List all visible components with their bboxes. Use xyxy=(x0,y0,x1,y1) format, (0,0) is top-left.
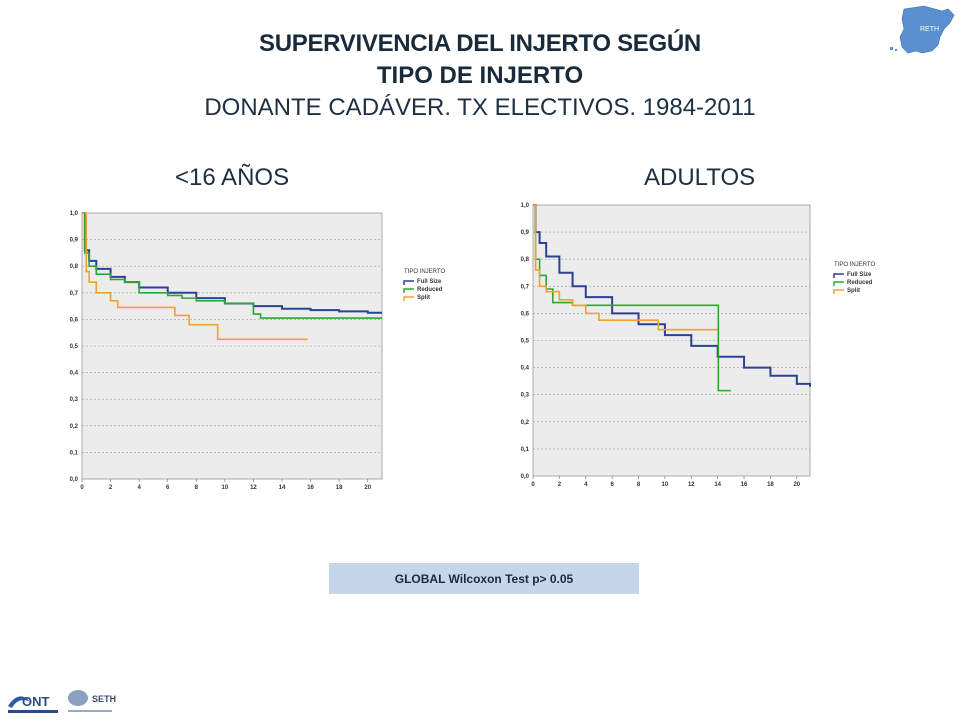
y-tick-label: 0,3 xyxy=(70,397,79,403)
x-tick-label: 18 xyxy=(336,485,343,491)
x-tick-label: 2 xyxy=(109,485,113,491)
legend-swatch xyxy=(833,273,844,278)
x-tick-label: 20 xyxy=(793,482,800,488)
x-tick-label: 10 xyxy=(222,485,229,491)
plot-area xyxy=(532,204,811,477)
survival-curve-full-size xyxy=(533,204,811,387)
slide-title-line3: DONANTE CADÁVER. TX ELECTIVOS. 1984-2011 xyxy=(204,94,756,121)
y-tick-label: 0,5 xyxy=(521,339,530,345)
chart-pediatric: 0,0 0,1 0,2 0,3 0,4 0,5 0,6 0,7 0,8 0,9 1,0 0 2 4 6 8 10… xyxy=(70,211,446,491)
y-tick-label: 0,7 xyxy=(70,291,79,297)
x-tick-label: 16 xyxy=(741,482,748,488)
x-tick-label: 12 xyxy=(250,485,257,491)
y-tick-label: 0,3 xyxy=(521,393,530,399)
legend-label: Split xyxy=(847,288,860,294)
subtitle-pediatric: <16 AÑOS xyxy=(175,164,290,191)
survival-curve-full-size xyxy=(82,212,382,314)
legend-swatch xyxy=(403,296,414,301)
x-tick-label: 14 xyxy=(279,485,286,491)
y-tick-label: 0,8 xyxy=(521,257,530,263)
slide-title-line2: TIPO DE INJERTO xyxy=(376,62,584,89)
subtitle-adults: ADULTOS xyxy=(644,164,756,191)
y-tick-label: 0,4 xyxy=(70,371,79,377)
y-tick-label: 0,5 xyxy=(70,344,79,350)
legend-label: Full Size xyxy=(417,279,442,285)
x-tick-label: 8 xyxy=(195,485,199,491)
legend-title: TIPO INJERTO xyxy=(834,262,875,268)
x-tick-label: 16 xyxy=(307,485,314,491)
survival-curve-reduced xyxy=(533,204,731,392)
spain-map-logo: RETH xyxy=(890,5,955,54)
slide-title-line1: SUPERVIVENCIA DEL INJERTO SEGÚN xyxy=(259,30,701,57)
x-tick-label: 4 xyxy=(137,485,141,491)
x-tick-label: 18 xyxy=(767,482,774,488)
y-tick-label: 0,9 xyxy=(70,238,79,244)
legend-swatch xyxy=(833,289,844,294)
y-tick-label: 0,8 xyxy=(70,264,79,270)
seth-logo-text: SETH xyxy=(92,694,116,704)
y-tick-label: 0,2 xyxy=(521,420,530,426)
x-tick-label: 0 xyxy=(531,482,535,488)
legend-swatch xyxy=(403,280,414,285)
y-tick-label: 0,6 xyxy=(70,317,79,323)
y-tick-label: 0,0 xyxy=(70,477,79,483)
survival-curve-reduced xyxy=(82,212,382,319)
legend-swatch xyxy=(403,288,414,293)
x-tick-label: 8 xyxy=(637,482,641,488)
seth-emblem-icon xyxy=(68,690,88,706)
survival-curve-split xyxy=(533,204,718,331)
y-tick-label: 1,0 xyxy=(521,203,530,209)
y-tick-label: 0,4 xyxy=(521,366,530,372)
map-label: RETH xyxy=(920,26,939,33)
legend-label: Reduced xyxy=(847,280,873,286)
x-tick-label: 20 xyxy=(364,485,371,491)
legend-label: Reduced xyxy=(417,287,443,293)
x-tick-label: 2 xyxy=(558,482,562,488)
ont-logo: ONT xyxy=(8,694,58,713)
chart-adults: 0,0 0,1 0,2 0,3 0,4 0,5 0,6 0,7 0,8 0,9 1,0 0 2 4 6 8 10… xyxy=(521,203,876,488)
ont-logo-text: ONT xyxy=(22,694,50,709)
seth-caption-line xyxy=(68,710,112,712)
x-tick-label: 6 xyxy=(610,482,614,488)
y-tick-label: 0,9 xyxy=(521,230,530,236)
legend-label: Full Size xyxy=(847,272,872,278)
islands-dot xyxy=(895,49,897,51)
x-tick-label: 4 xyxy=(584,482,588,488)
y-tick-label: 0,6 xyxy=(521,311,530,317)
y-tick-label: 0,7 xyxy=(521,284,530,290)
x-tick-label: 10 xyxy=(662,482,669,488)
ont-underline xyxy=(8,710,58,713)
legend-title: TIPO INJERTO xyxy=(404,269,445,275)
y-tick-label: 0,2 xyxy=(70,424,79,430)
x-tick-label: 6 xyxy=(166,485,170,491)
seth-logo: SETH xyxy=(68,690,116,712)
y-tick-label: 0,1 xyxy=(70,450,79,456)
ont-swoosh-icon xyxy=(8,696,30,708)
legend-swatch xyxy=(833,281,844,286)
wilcoxon-test-box: GLOBAL Wilcoxon Test p> 0.05 xyxy=(329,563,639,594)
x-tick-label: 0 xyxy=(80,485,84,491)
x-tick-label: 12 xyxy=(688,482,695,488)
y-tick-label: 1,0 xyxy=(70,211,79,217)
survival-curve-split xyxy=(82,212,308,341)
legend-label: Split xyxy=(417,295,430,301)
islands-dot xyxy=(890,47,893,50)
y-tick-label: 0,1 xyxy=(521,447,530,453)
y-tick-label: 0,0 xyxy=(521,474,530,480)
x-tick-label: 14 xyxy=(714,482,721,488)
spain-map-shape xyxy=(899,5,955,54)
